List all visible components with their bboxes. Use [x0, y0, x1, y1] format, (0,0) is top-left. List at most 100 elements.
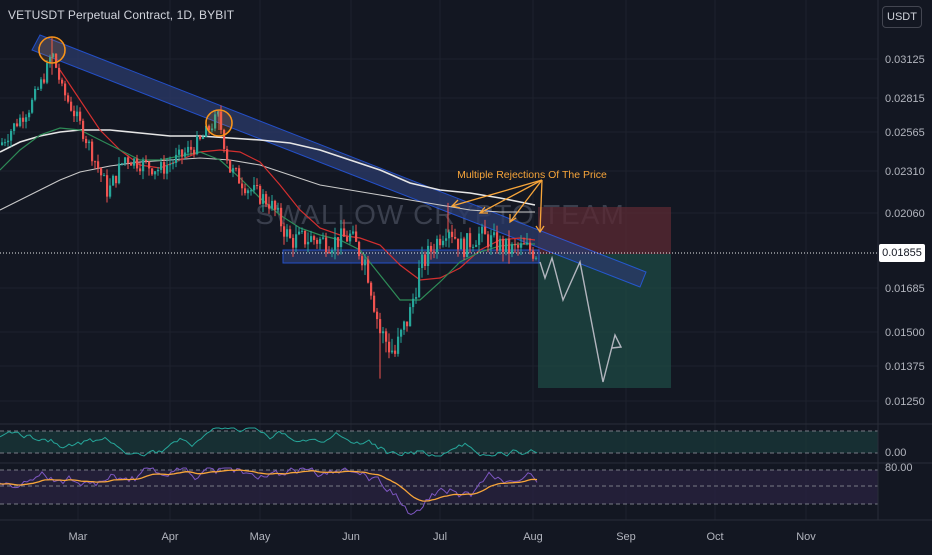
candle-body: [484, 226, 487, 235]
candle-body: [493, 232, 496, 236]
time-tick-label: Mar: [69, 531, 88, 543]
candle-body: [442, 240, 445, 246]
candle-body: [79, 111, 82, 121]
candle-body: [199, 135, 202, 139]
candle-body: [535, 257, 538, 259]
candle-body: [418, 268, 421, 298]
candle-body: [322, 237, 325, 239]
candle-body: [451, 231, 454, 237]
candle-body: [223, 129, 226, 149]
candle-body: [532, 250, 535, 259]
time-axis[interactable]: Mar Apr May Jun Jul Aug Sep Oct Nov: [69, 531, 817, 543]
candle-body: [148, 161, 151, 169]
time-tick-label: Sep: [616, 531, 636, 543]
candle-body: [334, 237, 337, 251]
candle-body: [37, 88, 40, 90]
candle-body: [28, 112, 31, 118]
candle-body: [337, 237, 340, 248]
candle-body: [472, 246, 475, 248]
candle-body: [145, 160, 148, 162]
candle-body: [10, 130, 13, 141]
candle-body: [496, 232, 499, 251]
candle-body: [460, 238, 463, 250]
candle-body: [55, 53, 58, 68]
rsi-pane: [0, 467, 878, 515]
candle-body: [178, 149, 181, 155]
currency-button[interactable]: USDT: [882, 6, 922, 28]
candle-body: [112, 175, 115, 186]
candle-body: [106, 175, 109, 197]
candle-body: [478, 233, 481, 245]
candle-body: [349, 233, 352, 242]
candle-body: [205, 125, 208, 137]
candle-body: [31, 99, 34, 113]
oscillator-pane: [0, 427, 878, 457]
rsi-band: [0, 470, 878, 504]
rejection-annotation: Multiple Rejections Of The Price: [457, 169, 607, 181]
candle-body: [310, 236, 313, 242]
candle-body: [382, 331, 385, 334]
candle-body: [445, 238, 448, 241]
rsi-line: [0, 467, 538, 515]
candle-body: [256, 185, 259, 187]
candle-body: [193, 149, 196, 155]
candle-body: [100, 168, 103, 176]
candle-body: [4, 142, 7, 144]
price-tick-label: 0.03125: [885, 54, 925, 66]
candle-body: [370, 282, 373, 296]
price-tick-label: 0.01500: [885, 327, 925, 339]
candle-body: [391, 350, 394, 353]
candle-body: [439, 238, 442, 246]
candle-body: [19, 117, 22, 127]
candle-body: [76, 111, 79, 117]
candle-body: [424, 254, 427, 267]
candle-body: [388, 341, 391, 353]
candle-body: [118, 163, 121, 184]
candle-body: [394, 350, 397, 354]
candle-body: [529, 242, 532, 251]
candle-body: [385, 331, 388, 342]
candle-body: [94, 161, 97, 163]
candle-body: [328, 252, 331, 254]
candle-body: [352, 231, 355, 234]
rsi-value-label: 80.00: [885, 462, 913, 474]
candle-body: [175, 154, 178, 163]
candle-body: [373, 295, 376, 312]
candle-body: [367, 259, 370, 283]
candle-body: [403, 321, 406, 330]
candle-body: [124, 157, 127, 164]
candle-body: [448, 231, 451, 239]
candle-body: [61, 79, 64, 84]
candle-body: [34, 88, 37, 100]
rejection-circle-2-fill: [207, 111, 231, 135]
chart-title: VETUSDT Perpetual Contract, 1D, BYBIT: [8, 8, 235, 22]
candle-body: [64, 83, 67, 96]
candle-body: [85, 138, 88, 144]
price-axis[interactable]: 0.03125 0.02815 0.02565 0.02310 0.02060 0.016…: [885, 54, 925, 408]
candle-body: [346, 236, 349, 242]
candle-body: [214, 114, 217, 129]
candle-body: [499, 238, 502, 251]
candle-body: [97, 161, 100, 169]
time-tick-label: May: [250, 531, 271, 543]
candle-body: [292, 237, 295, 248]
candle-body: [115, 175, 118, 184]
candle-body: [511, 244, 514, 254]
take-profit-zone: [538, 254, 671, 388]
candle-body: [247, 190, 250, 194]
candle-body: [226, 148, 229, 160]
candle-body: [409, 307, 412, 327]
candle-body: [49, 57, 52, 63]
price-tick-label: 0.01375: [885, 361, 925, 373]
oscillator-band: [0, 431, 878, 453]
candle-body: [7, 140, 10, 143]
candle-body: [169, 164, 172, 166]
candle-body: [304, 230, 307, 245]
candle-body: [262, 194, 265, 204]
candle-body: [277, 207, 280, 210]
candle-body: [184, 152, 187, 157]
candle-body: [196, 135, 199, 155]
candle-body: [457, 238, 460, 250]
